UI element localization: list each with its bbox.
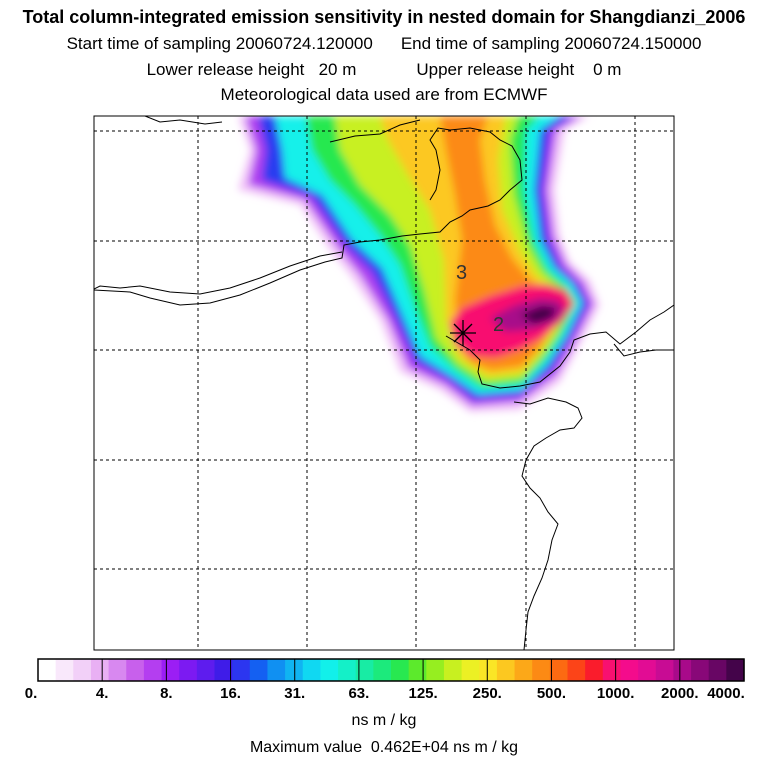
- colorbar-frame: [37, 658, 745, 682]
- colorbar-swatch: [426, 659, 445, 681]
- colorbar-swatch: [285, 659, 304, 681]
- colorbar-swatch: [602, 659, 622, 681]
- sensitivity-field: [238, 116, 600, 412]
- colorbar-tick-label: 1000.: [597, 685, 635, 702]
- colorbar-swatch: [443, 659, 463, 681]
- colorbar-swatch: [620, 659, 639, 681]
- colorbar-swatch: [355, 659, 374, 681]
- colorbar-tick-labels: 0. 4. 8. 16. 31. 63. 125. 250. 500. 1000. 2000. 400…: [25, 685, 745, 702]
- colorbar: [37, 659, 745, 681]
- colorbar-tick-label: 8.: [160, 685, 173, 702]
- colorbar-units: ns m / kg: [351, 712, 417, 729]
- colorbar-tick-label: 4.: [96, 685, 109, 702]
- colorbar-tick-label: 125.: [408, 685, 437, 702]
- start-time-value: 20060724.120000: [235, 34, 373, 53]
- colorbar-swatch: [232, 659, 251, 681]
- colorbar-swatch: [691, 659, 710, 681]
- colorbar-swatch: [726, 659, 745, 681]
- sampling-time-line: Start time of sampling 20060724.120000 En…: [0, 33, 768, 55]
- maximum-value: 0.462E+04 ns m / kg: [370, 739, 519, 756]
- coastlines-borders: [94, 116, 674, 650]
- colorbar-swatch: [338, 659, 357, 681]
- colorbar-tick-label: 0.: [25, 685, 38, 702]
- day-label-3: 3: [456, 262, 467, 284]
- colorbar-swatch: [514, 659, 533, 681]
- colorbar-swatch: [320, 659, 339, 681]
- receptor-station-marker: [450, 320, 476, 346]
- colorbar-swatch: [708, 659, 727, 681]
- lower-release-label: Lower release height: [146, 60, 305, 79]
- upper-release-value: 0 m: [593, 60, 622, 79]
- colorbar-tick-label: 16.: [220, 685, 241, 702]
- colorbar-swatch: [567, 659, 586, 681]
- maximum-value-label: Maximum value: [249, 739, 362, 756]
- colorbar-swatch: [267, 659, 286, 681]
- colorbar-swatch: [249, 659, 269, 681]
- colorbar-swatch: [479, 659, 498, 681]
- colorbar-swatch: [532, 659, 551, 681]
- lower-release-value: 20 m: [318, 60, 357, 79]
- colorbar-swatch: [638, 659, 657, 681]
- start-time-label: Start time of sampling: [66, 34, 231, 53]
- graticule-grid: [94, 116, 674, 650]
- colorbar-tick-label: 4000.: [707, 685, 745, 702]
- colorbar-tick-label: 63.: [348, 685, 369, 702]
- colorbar-tick-label: 250.: [473, 685, 502, 702]
- upper-release-label: Upper release height: [416, 60, 575, 79]
- colorbar-swatch: [391, 659, 410, 681]
- colorbar-swatch: [302, 659, 321, 681]
- colorbar-swatch: [196, 659, 216, 681]
- colorbar-swatch: [214, 659, 233, 681]
- colorbar-swatch: [161, 659, 180, 681]
- colorbar-swatch: [73, 659, 92, 681]
- colorbar-swatch: [673, 659, 692, 681]
- release-height-line: Lower release height 20 m Upper release h…: [0, 59, 768, 81]
- colorbar-swatch: [55, 659, 74, 681]
- colorbar-swatch: [90, 659, 110, 681]
- colorbar-swatch: [126, 659, 145, 681]
- colorbar-swatch: [108, 659, 127, 681]
- maximum-value-line: Maximum value 0.462E+04 ns m / kg: [0, 739, 768, 757]
- met-data-line: Meteorological data used are from ECMWF: [220, 85, 548, 104]
- colorbar-tick-label: 2000.: [661, 685, 699, 702]
- colorbar-swatch: [585, 659, 604, 681]
- colorbar-swatch: [179, 659, 198, 681]
- colorbar-swatch: [461, 659, 480, 681]
- map-frame: [93, 115, 675, 651]
- colorbar-tick-label: 31.: [284, 685, 305, 702]
- colorbar-swatch: [496, 659, 516, 681]
- colorbar-swatch: [655, 659, 674, 681]
- colorbar-tick-label: 500.: [537, 685, 566, 702]
- day-label-2: 2: [493, 314, 504, 336]
- colorbar-swatch: [38, 659, 57, 681]
- colorbar-swatch: [373, 659, 392, 681]
- contour-band-11: [520, 306, 556, 324]
- colorbar-swatch: [143, 659, 163, 681]
- end-time-value: 20060724.150000: [564, 34, 702, 53]
- colorbar-swatch: [549, 659, 569, 681]
- chart-title: Total column-integrated emission sensiti…: [22, 7, 746, 27]
- colorbar-swatch: [408, 659, 427, 681]
- end-time-label: End time of sampling: [400, 34, 560, 53]
